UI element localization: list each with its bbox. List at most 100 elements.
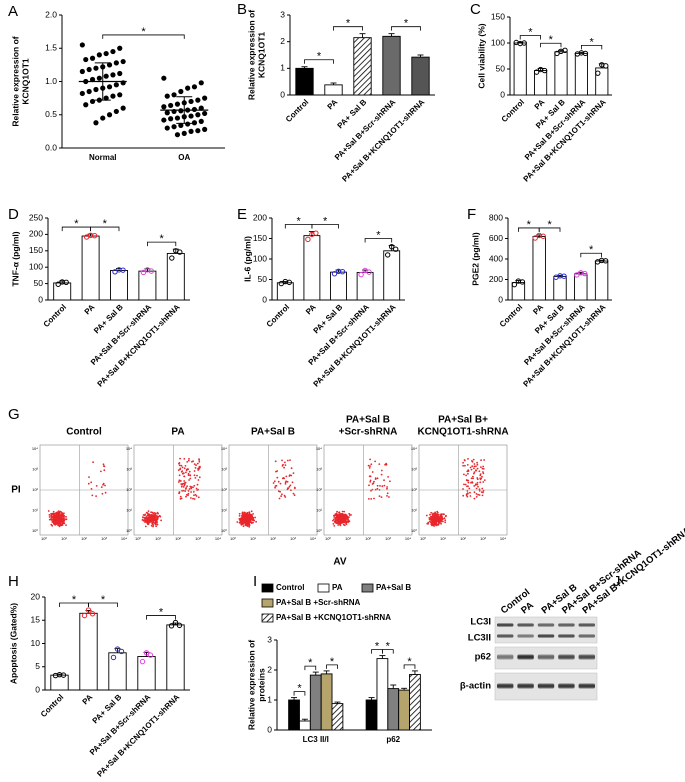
event-dot xyxy=(336,514,338,516)
event-dot xyxy=(347,521,350,524)
y-axis-label: Relative expression of xyxy=(246,10,256,100)
y-tick-label: 10⁴ xyxy=(411,446,417,451)
error-bar xyxy=(390,684,397,689)
event-dot xyxy=(435,521,437,524)
data-point xyxy=(168,623,175,629)
event-dot xyxy=(370,463,373,466)
event-cloud xyxy=(425,458,486,527)
event-dot xyxy=(181,466,184,469)
event-dot xyxy=(432,524,435,527)
event-dot xyxy=(380,473,383,476)
significance-bracket xyxy=(391,26,421,31)
y-axis-label: KCNQ1OT1 xyxy=(256,32,266,79)
bar xyxy=(303,235,321,301)
event-dot xyxy=(56,513,59,516)
significance-bracket xyxy=(326,664,338,669)
event-dot xyxy=(148,521,150,524)
event-dot xyxy=(54,523,57,526)
data-point xyxy=(554,50,560,57)
event-dot xyxy=(178,464,181,467)
y-tick-label: 400 xyxy=(489,253,503,263)
y-tick-label: 0 xyxy=(280,89,285,99)
event-dot xyxy=(252,513,255,515)
significance-label: * xyxy=(375,641,380,653)
panel-title: +Scr-shRNA xyxy=(339,427,398,438)
event-dot xyxy=(189,474,192,477)
event-dot xyxy=(473,472,475,475)
y-tick-label: 0.5 xyxy=(45,109,57,119)
y-axis-label: Relative expression of xyxy=(10,36,20,126)
event-dot xyxy=(52,516,55,519)
data-point xyxy=(389,244,395,250)
event-dot xyxy=(101,492,104,495)
event-dot xyxy=(284,461,286,464)
data-point xyxy=(161,117,167,123)
panel-title: Control xyxy=(66,427,102,438)
event-dot xyxy=(196,474,198,477)
y-tick-label: 10¹ xyxy=(316,508,322,513)
blot-band xyxy=(497,623,514,627)
bar xyxy=(376,658,389,731)
event-dot xyxy=(293,494,296,497)
event-dot xyxy=(466,490,469,492)
x-tick-label: Control xyxy=(498,303,524,329)
event-dot xyxy=(198,458,200,460)
event-dot xyxy=(146,520,148,522)
event-dot xyxy=(95,495,97,497)
event-dot xyxy=(370,498,373,500)
event-dot xyxy=(469,466,472,469)
bar xyxy=(330,271,347,301)
event-dot xyxy=(151,521,154,524)
data-point xyxy=(339,269,346,275)
event-dot xyxy=(438,520,441,523)
data-point xyxy=(185,121,191,127)
error-bar xyxy=(334,701,341,704)
y-axis-label: Apoptosis (Gated%) xyxy=(8,603,18,684)
data-point xyxy=(195,128,201,134)
event-dot xyxy=(272,482,275,484)
event-dot xyxy=(464,464,466,467)
y-tick-label: 2 xyxy=(267,664,272,674)
bar xyxy=(138,270,157,301)
panel-letter: A xyxy=(8,3,18,20)
event-dot xyxy=(246,517,249,520)
event-dot xyxy=(440,522,442,525)
event-dot xyxy=(52,523,55,525)
event-dot xyxy=(193,498,196,500)
data-point xyxy=(305,236,311,243)
event-dot xyxy=(338,516,340,519)
significance-label: * xyxy=(386,641,391,653)
event-dot xyxy=(180,480,182,482)
significance-label: * xyxy=(72,594,77,606)
error-bar xyxy=(401,687,408,691)
y-tick-label: 10³ xyxy=(32,467,38,472)
event-dot xyxy=(433,512,436,515)
data-point xyxy=(93,65,99,71)
event-dot xyxy=(435,524,437,527)
event-dot xyxy=(481,487,484,490)
event-dot xyxy=(147,514,149,517)
event-dot xyxy=(179,468,182,471)
event-dot xyxy=(292,492,295,495)
data-point xyxy=(96,52,102,58)
y-tick-label: 1 xyxy=(280,63,285,73)
event-dot xyxy=(475,465,477,468)
data-point xyxy=(174,101,181,107)
event-dot xyxy=(475,496,478,498)
significance-bracket xyxy=(311,224,339,229)
event-dot xyxy=(369,458,371,461)
event-dot xyxy=(249,516,252,519)
y-tick-label: 800 xyxy=(489,212,503,222)
event-dot xyxy=(54,516,57,518)
y-tick-label: 10² xyxy=(411,487,417,492)
y-tick-label: 10¹ xyxy=(126,508,132,513)
event-dot xyxy=(337,524,339,526)
data-point xyxy=(191,84,198,90)
data-point xyxy=(385,252,391,258)
significance-label: * xyxy=(296,215,301,227)
y-tick-label: 200 xyxy=(253,212,267,222)
blot-band xyxy=(558,634,575,638)
event-dot xyxy=(439,516,442,519)
event-dot xyxy=(50,515,53,518)
y-tick-label: 10¹ xyxy=(32,508,38,513)
